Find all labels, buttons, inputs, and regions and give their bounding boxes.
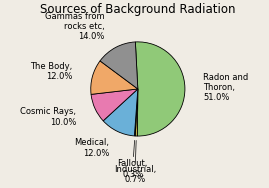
- Text: Industrial,
0.7%: Industrial, 0.7%: [114, 140, 156, 184]
- Text: Medical,
12.0%: Medical, 12.0%: [75, 138, 109, 158]
- Text: Gammas from
rocks etc,
14.0%: Gammas from rocks etc, 14.0%: [45, 12, 104, 41]
- Wedge shape: [134, 89, 138, 136]
- Wedge shape: [135, 42, 185, 136]
- Text: Radon and
Thoron,
51.0%: Radon and Thoron, 51.0%: [203, 73, 249, 102]
- Wedge shape: [91, 61, 138, 94]
- Title: Sources of Background Radiation: Sources of Background Radiation: [40, 3, 236, 16]
- Wedge shape: [100, 42, 138, 89]
- Wedge shape: [103, 89, 138, 136]
- Text: Cosmic Rays,
10.0%: Cosmic Rays, 10.0%: [20, 107, 76, 127]
- Text: The Body,
12.0%: The Body, 12.0%: [30, 62, 73, 81]
- Text: Fallout,
0.3%: Fallout, 0.3%: [118, 140, 148, 179]
- Wedge shape: [91, 89, 138, 121]
- Wedge shape: [135, 89, 138, 136]
